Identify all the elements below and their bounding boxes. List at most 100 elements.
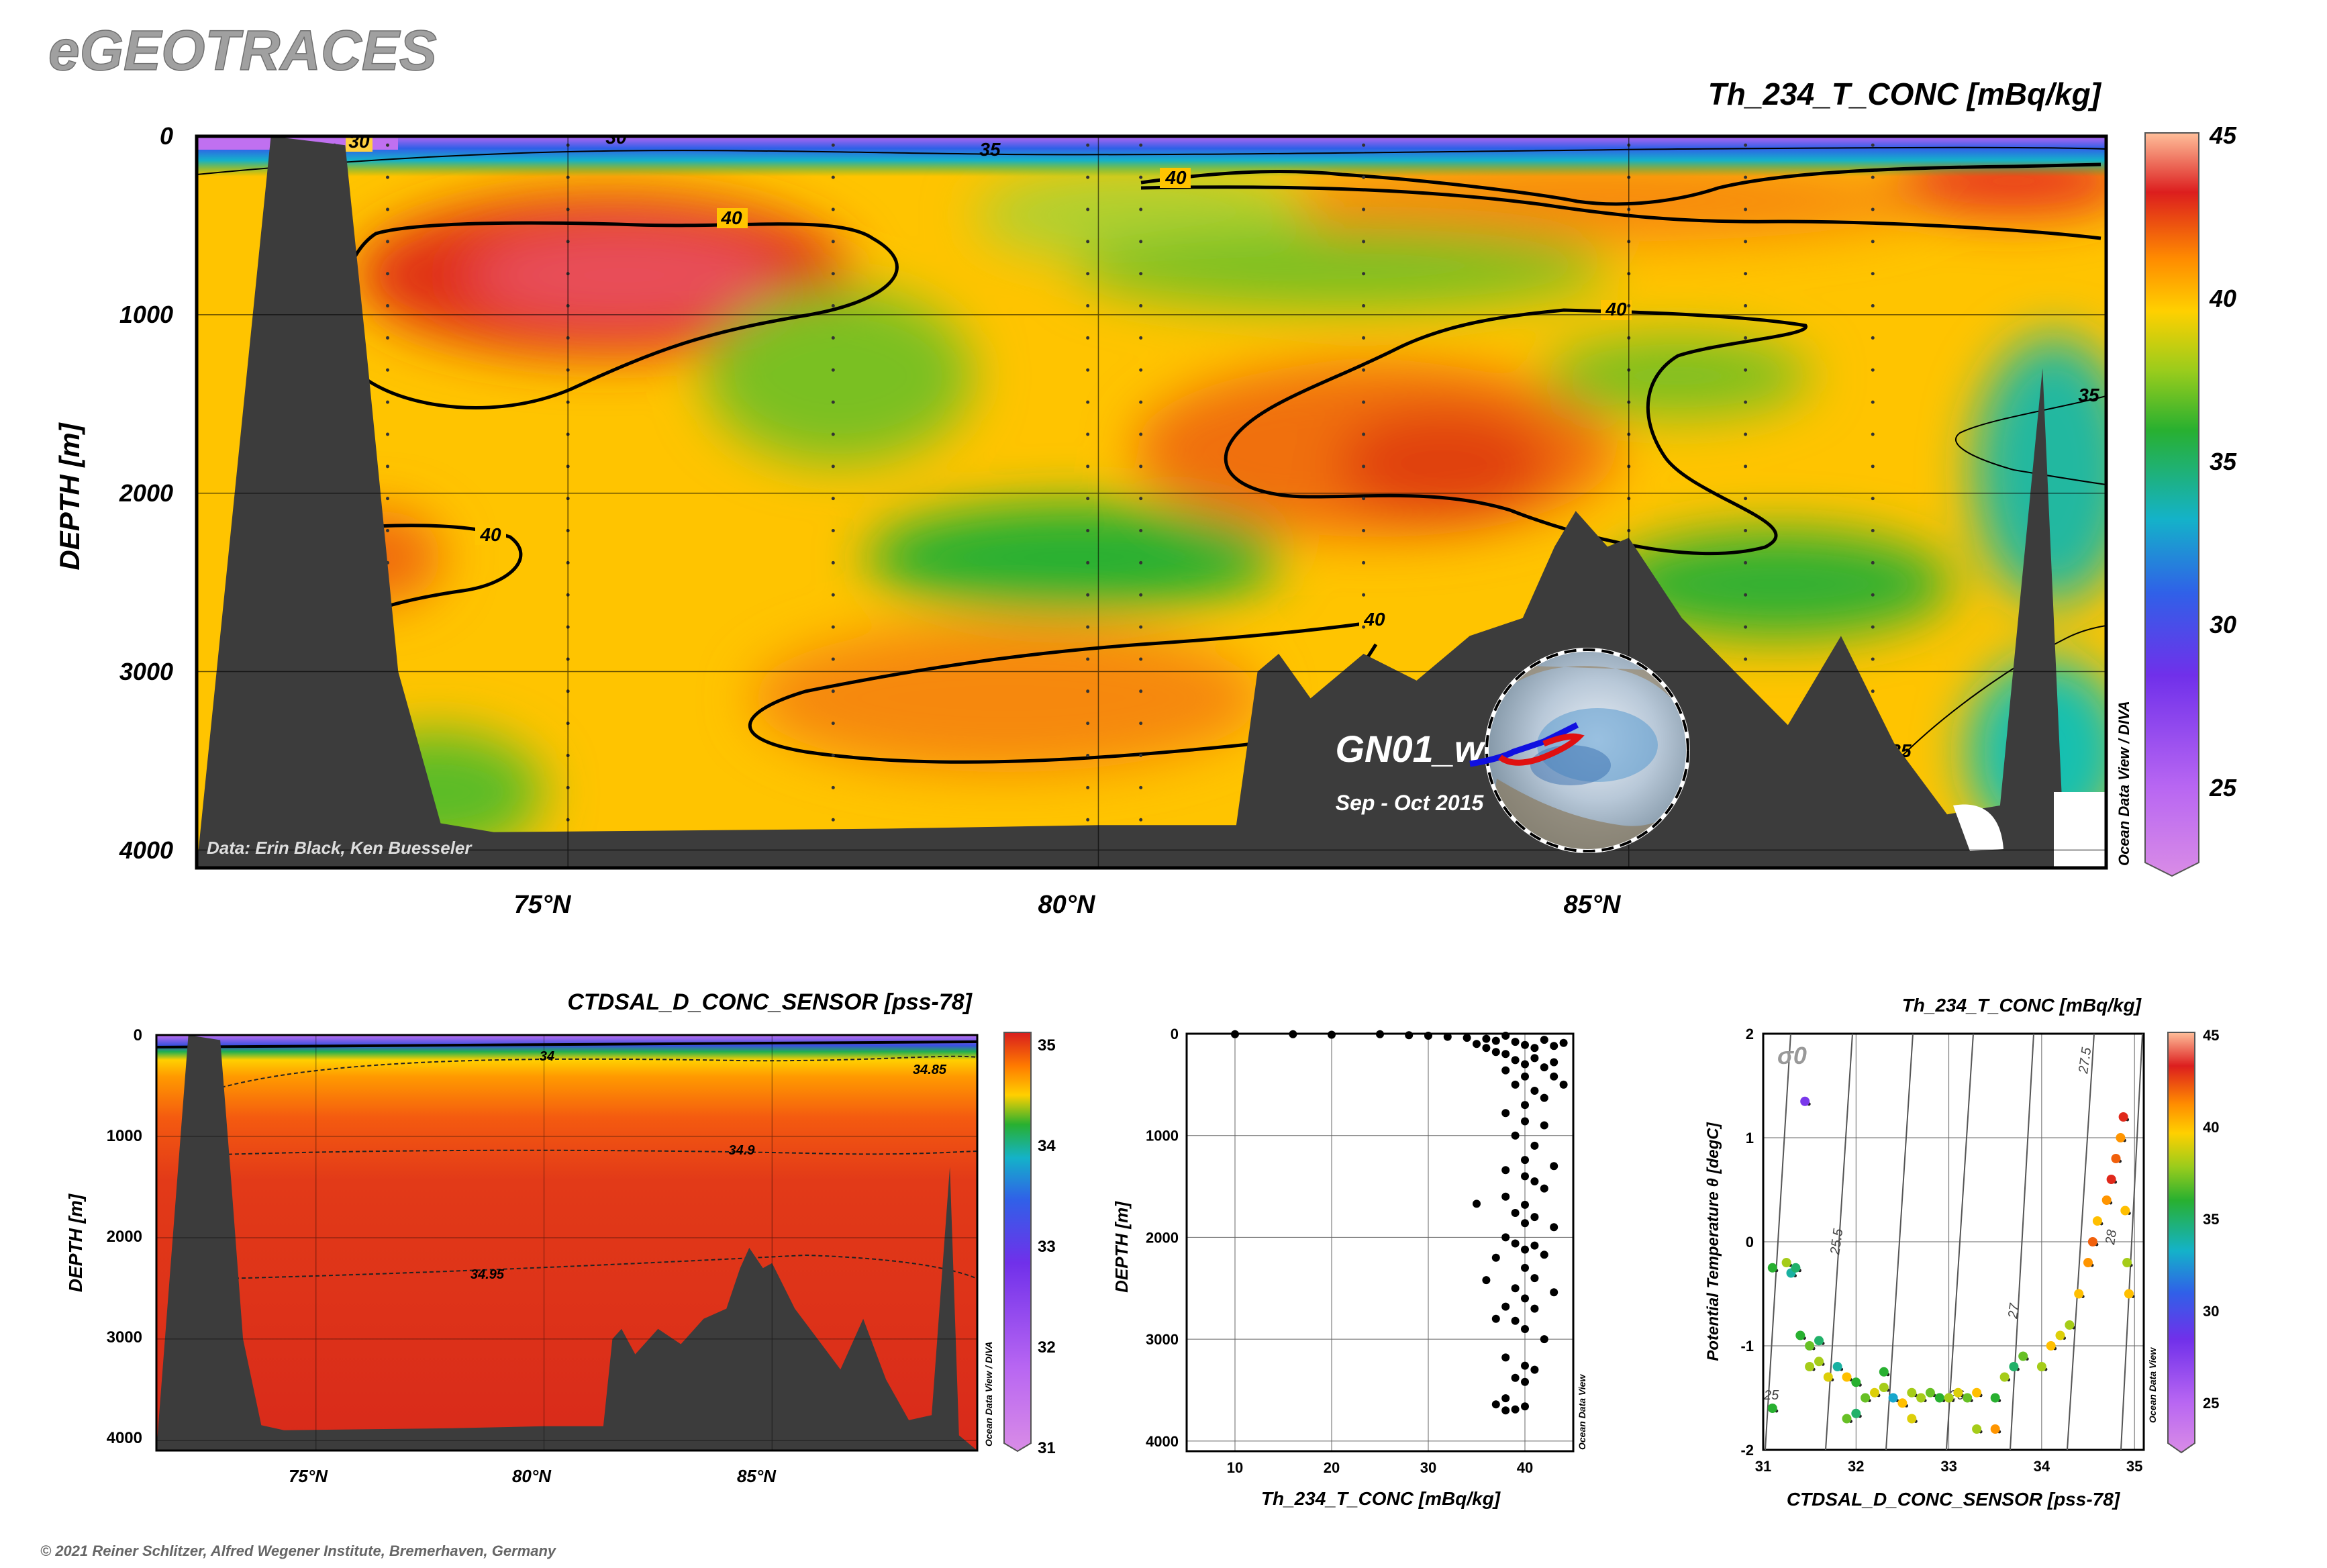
sample-dot (1871, 497, 1875, 501)
ts-point (1999, 1372, 2010, 1382)
profile-point (1521, 1156, 1529, 1165)
contour-label: 30 (605, 127, 627, 148)
profile-x-tick: 20 (1324, 1459, 1340, 1476)
profile-point (1501, 1406, 1510, 1415)
main-x-tick: 80°N (1038, 891, 1096, 919)
colorbar-tick: 30 (2203, 1303, 2219, 1320)
contour-line (156, 1040, 977, 1048)
sample-dot (831, 625, 835, 629)
profile-point (1521, 1072, 1529, 1081)
profile-point (1424, 1032, 1432, 1040)
ts-point (1879, 1367, 1889, 1377)
main-y-tick: 4000 (119, 836, 173, 864)
salinity-x-tick: 80°N (512, 1466, 552, 1486)
profile-point (1491, 1048, 1500, 1057)
contour-line (1224, 308, 1808, 556)
profile-point (1491, 1314, 1500, 1323)
ts-title: Th_234_T_CONC [mBq/kg] (1902, 995, 2142, 1016)
main-gridlines (197, 136, 2106, 868)
missing-data-patch (2054, 792, 2106, 868)
ts-x-tick: 32 (1848, 1458, 1864, 1475)
profile-point (1521, 1101, 1529, 1110)
sample-dot (1362, 143, 1366, 147)
sample-dot (1744, 593, 1748, 597)
profile-point (1540, 1184, 1548, 1193)
sample-dot (1871, 625, 1875, 629)
sample-dot (1086, 560, 1090, 565)
sample-dot (1139, 240, 1143, 244)
ts-points (1767, 1096, 2135, 1434)
profile-point (1521, 1219, 1529, 1228)
field-blob (705, 289, 973, 463)
contour-line (221, 1055, 977, 1088)
colorbar-tick: 35 (1038, 1036, 1056, 1055)
profile-point (1521, 1200, 1529, 1209)
sample-dot (1139, 497, 1143, 501)
profile-point (1473, 1040, 1481, 1048)
sample-dot (1744, 336, 1748, 340)
sample-dot (1362, 336, 1366, 340)
contour-labels: 34 34.85 34.9 34.95 (471, 1049, 947, 1282)
sample-dot (831, 464, 835, 469)
colorbar-tick: 33 (1038, 1238, 1056, 1256)
sample-dot (386, 272, 389, 276)
profile-point (1521, 1060, 1529, 1069)
sample-dot (1871, 560, 1875, 565)
ts-point (2083, 1258, 2093, 1267)
ts-y-tick: 0 (1746, 1234, 1754, 1251)
ts-x-axis-label: CTDSAL_D_CONC_SENSOR [pss-78] (1787, 1489, 2121, 1510)
ts-point (1944, 1393, 1954, 1403)
sample-dot (1744, 625, 1748, 629)
colorbar-tick: 40 (2209, 285, 2236, 312)
sample-dot (831, 689, 835, 693)
sample-dot (831, 336, 835, 340)
ts-y-tick: -1 (1740, 1338, 1754, 1355)
sample-dot (1871, 400, 1875, 404)
sample-dot (1744, 304, 1748, 308)
ts-point (2009, 1362, 2019, 1371)
sample-dot (386, 432, 389, 436)
profile-point (1550, 1072, 1558, 1081)
sample-dot (1139, 754, 1143, 758)
profile-y-tick: 1000 (1146, 1128, 1179, 1144)
ts-point (1851, 1377, 1861, 1387)
sample-dot (1086, 336, 1090, 340)
profile-point (1540, 1093, 1548, 1102)
profile-point (1521, 1245, 1529, 1254)
sample-dot (1744, 560, 1748, 565)
sample-dot (1744, 529, 1748, 533)
field-blob (1074, 228, 1611, 309)
profile-point (1559, 1038, 1568, 1047)
sample-dot (1871, 240, 1875, 244)
ts-point (2046, 1341, 2056, 1351)
main-plot-frame (195, 134, 2108, 870)
contour-label: 40 (1605, 299, 1627, 320)
isopycnal-label: 25 (1763, 1388, 1779, 1403)
main-y-tick: 0 (160, 122, 173, 150)
field-blob (1336, 409, 1550, 517)
sample-dot (1086, 529, 1090, 533)
sample-dot (386, 143, 389, 147)
sample-dot (1362, 464, 1366, 469)
sample-dot (831, 272, 835, 276)
ts-y-tick: -2 (1740, 1442, 1754, 1459)
profile-point (1511, 1316, 1520, 1325)
profile-point (1501, 1109, 1510, 1118)
ts-point (1805, 1341, 1815, 1351)
colorbar-tick: 40 (2203, 1119, 2219, 1136)
odv-watermark: Ocean Data View / DIVA (983, 1342, 994, 1447)
ts-point (1767, 1263, 1777, 1273)
sample-dot (1362, 560, 1366, 565)
salinity-y-axis-label: DEPTH [m] (65, 1193, 86, 1292)
ts-point (1791, 1263, 1801, 1273)
ts-point (1805, 1362, 1815, 1371)
profile-point (1482, 1034, 1491, 1043)
sample-dot (1362, 625, 1366, 629)
sample-dot (1744, 464, 1748, 469)
contour-line (1140, 162, 2101, 240)
ts-point (2124, 1289, 2134, 1299)
egeotraces-logo: eGEOTRACES (48, 19, 437, 82)
profile-point (1540, 1121, 1548, 1130)
sample-dot (1139, 272, 1143, 276)
sample-dot (831, 754, 835, 758)
